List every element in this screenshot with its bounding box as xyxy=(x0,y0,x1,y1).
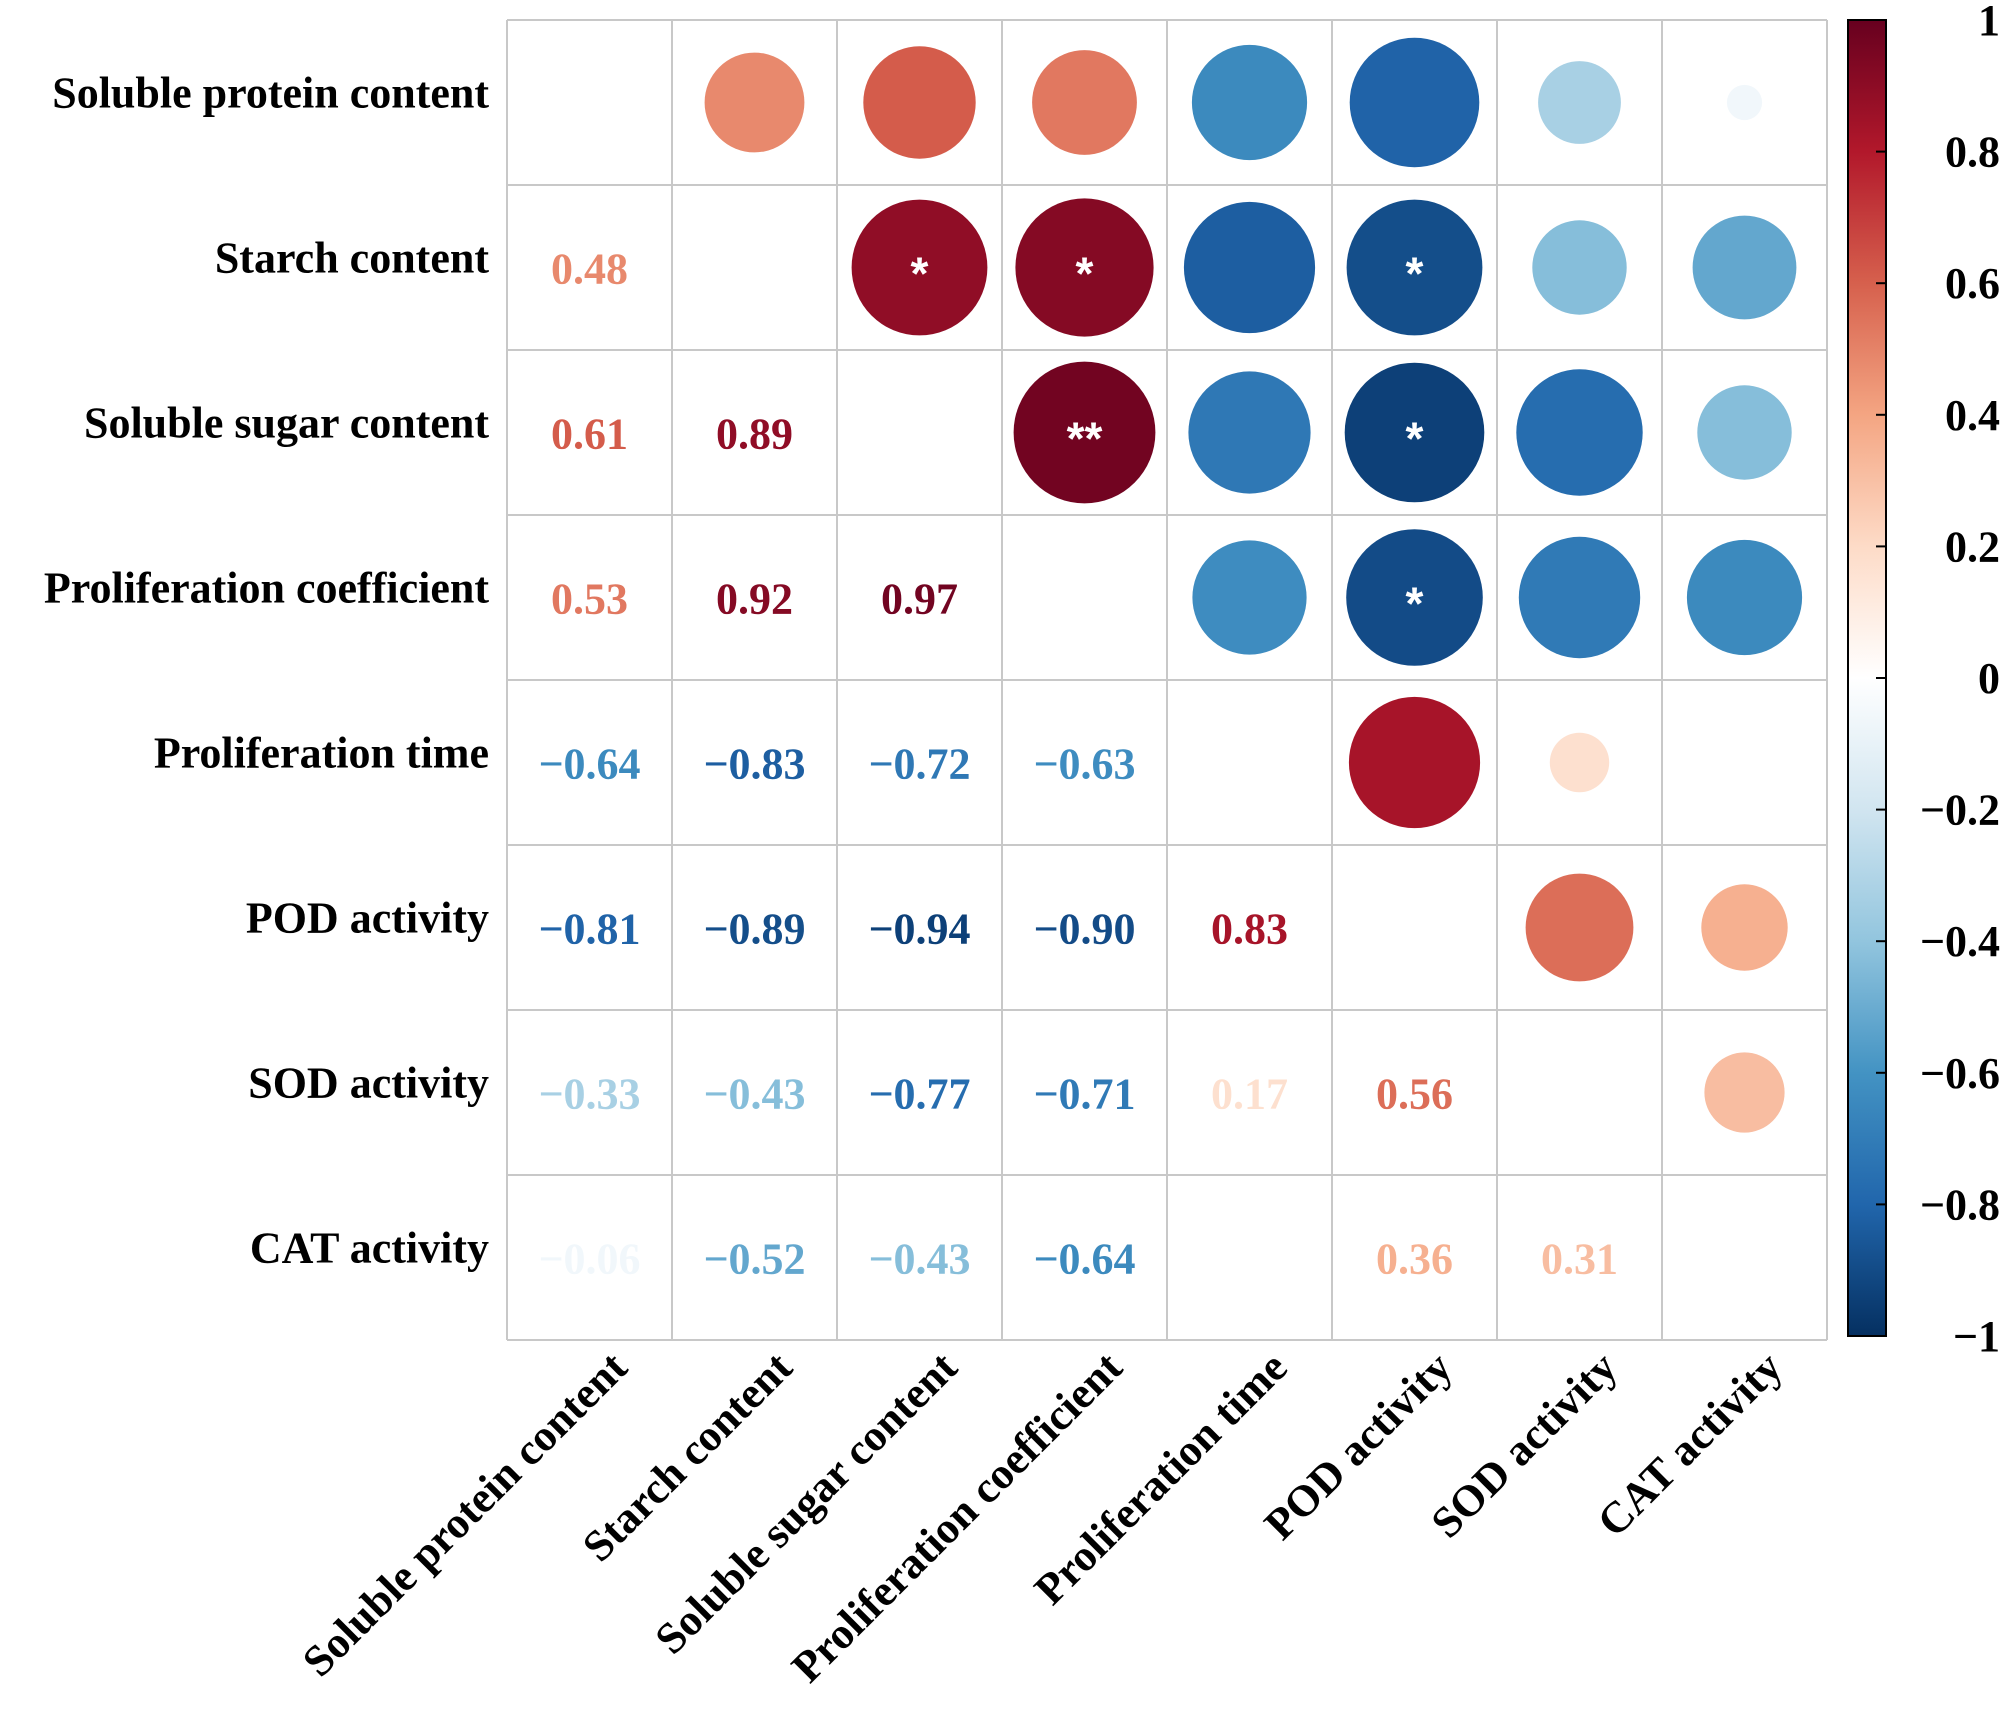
corr-value-r5-c2: −0.94 xyxy=(868,905,970,954)
corr-circle-r1-c7 xyxy=(1692,215,1797,320)
corr-circle-r2-c4 xyxy=(1188,371,1311,494)
significance-mark: * xyxy=(1076,248,1094,300)
row-labels: Soluble protein content Starch content Sol… xyxy=(44,69,489,1273)
colorbar-tick-label: −0.4 xyxy=(1920,917,2000,966)
corr-circle-r3-c4 xyxy=(1192,540,1307,655)
corr-circle-r0-c5 xyxy=(1349,37,1480,168)
colorbar-tick-label: −0.6 xyxy=(1920,1049,2000,1098)
corr-circle-r1-c2 xyxy=(851,199,988,336)
corr-value-r7-c3: −0.64 xyxy=(1033,1235,1135,1284)
corr-circle-r1-c5 xyxy=(1346,199,1483,336)
corr-value-r6-c3: −0.71 xyxy=(1033,1070,1135,1119)
significance-mark: * xyxy=(911,248,929,300)
colorbar-tick-label: 0.2 xyxy=(1945,522,2000,571)
colorbar-tick-label: 1 xyxy=(1978,0,2000,45)
corr-circle-r3-c5 xyxy=(1346,529,1483,666)
corr-value-r7-c1: −0.52 xyxy=(703,1235,805,1284)
lower-triangle-values: 0.48 0.61 0.89 0.53 0.92 0.97 −0.64 −0.83 −0.72 −… xyxy=(538,245,1618,1284)
row-label: SOD activity xyxy=(248,1059,489,1108)
grid xyxy=(506,19,1828,1341)
colorbar-tick-label: −1 xyxy=(1953,1312,2000,1361)
upper-triangle-circles xyxy=(704,37,1803,1133)
corr-circle-r1-c4 xyxy=(1183,201,1316,334)
corr-circle-r5-c7 xyxy=(1701,884,1788,971)
corr-value-r6-c2: −0.77 xyxy=(868,1070,970,1119)
row-label: POD activity xyxy=(246,894,489,943)
corr-value-r7-c2: −0.43 xyxy=(868,1235,970,1284)
corr-circle-r0-c3 xyxy=(1032,50,1137,155)
corr-value-r1-c0: 0.48 xyxy=(551,245,628,294)
corr-circle-r2-c3 xyxy=(1013,361,1156,504)
colorbar-tick-label: 0.8 xyxy=(1945,128,2000,177)
corr-value-r5-c0: −0.81 xyxy=(538,905,640,954)
corr-value-r6-c5: 0.56 xyxy=(1376,1070,1453,1119)
colorbar-tick-label: 0.6 xyxy=(1945,259,2000,308)
significance-mark: * xyxy=(1406,413,1424,465)
corr-value-r5-c3: −0.90 xyxy=(1033,905,1135,954)
row-label: Proliferation coefficient xyxy=(44,564,489,613)
corr-circle-r0-c6 xyxy=(1538,61,1621,144)
column-label: Soluble sugar content xyxy=(646,1342,967,1663)
significance-mark: * xyxy=(1406,248,1424,300)
row-label: Soluble protein content xyxy=(52,69,489,118)
corr-value-r4-c1: −0.83 xyxy=(703,740,805,789)
corr-circle-r3-c6 xyxy=(1518,536,1641,659)
corr-circle-r6-c7 xyxy=(1704,1052,1785,1133)
corr-circle-r0-c1 xyxy=(704,52,805,153)
corr-value-r4-c3: −0.63 xyxy=(1033,740,1135,789)
corr-value-r5-c1: −0.89 xyxy=(703,905,805,954)
corr-value-r6-c0: −0.33 xyxy=(538,1070,640,1119)
corr-circle-r0-c4 xyxy=(1191,44,1308,161)
corr-value-r4-c2: −0.72 xyxy=(868,740,970,789)
column-label: Proliferation coefficient xyxy=(782,1342,1132,1692)
significance-mark: ** xyxy=(1067,413,1103,465)
corr-circle-r3-c7 xyxy=(1686,539,1803,656)
row-label: CAT activity xyxy=(250,1224,489,1273)
row-label: Proliferation time xyxy=(154,729,489,778)
corr-value-r2-c0: 0.61 xyxy=(551,410,628,459)
color-legend: 1 0.8 0.6 0.4 0.2 0 −0.2 −0.4 −0.6 −0.8 −1 xyxy=(1847,0,2000,1361)
corr-circle-r0-c7 xyxy=(1726,84,1763,121)
corr-circle-r4-c6 xyxy=(1549,732,1610,793)
row-label: Starch content xyxy=(215,234,490,283)
corr-circle-r5-c6 xyxy=(1525,873,1634,982)
corr-value-r7-c5: 0.36 xyxy=(1376,1235,1453,1284)
colorbar-tick-label: −0.2 xyxy=(1920,786,2000,835)
column-label: Soluble protein content xyxy=(293,1342,637,1686)
corr-circle-r0-c2 xyxy=(863,46,976,159)
corr-value-r2-c1: 0.89 xyxy=(716,410,793,459)
colorbar-tick-label: 0.4 xyxy=(1945,391,2000,440)
corr-value-r6-c1: −0.43 xyxy=(703,1070,805,1119)
corr-circle-r1-c6 xyxy=(1532,220,1627,315)
corr-value-r3-c0: 0.53 xyxy=(551,575,628,624)
corr-circle-r2-c7 xyxy=(1697,385,1792,480)
corr-circle-r1-c3 xyxy=(1015,198,1154,337)
corr-circle-r4-c5 xyxy=(1348,696,1481,829)
corr-value-r3-c1: 0.92 xyxy=(716,575,793,624)
colorbar-tick-label: −0.8 xyxy=(1920,1180,2000,1229)
row-label: Soluble sugar content xyxy=(84,399,489,448)
corr-value-r7-c6: 0.31 xyxy=(1541,1235,1618,1284)
corr-circle-r2-c5 xyxy=(1344,362,1485,503)
corr-value-r7-c0: −0.06 xyxy=(538,1235,640,1284)
significance-mark: * xyxy=(1406,578,1424,630)
significance-marks: * * *** ** xyxy=(911,248,1424,630)
corr-value-r6-c4: 0.17 xyxy=(1211,1070,1288,1119)
corr-value-r5-c4: 0.83 xyxy=(1211,905,1288,954)
corr-value-r3-c2: 0.97 xyxy=(881,575,958,624)
colorbar-tick-label: 0 xyxy=(1978,654,2000,703)
corr-value-r4-c0: −0.64 xyxy=(538,740,640,789)
corr-circle-r2-c6 xyxy=(1516,369,1643,496)
